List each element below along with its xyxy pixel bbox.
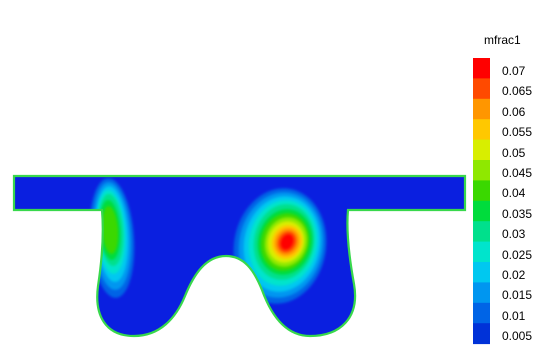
domain-outline — [12, 174, 467, 338]
contour-band — [101, 206, 119, 254]
legend-tick-label: 0.04 — [502, 186, 526, 201]
legend-swatch — [473, 323, 490, 345]
legend-title: mfrac1 — [484, 33, 521, 47]
legend-tick-label: 0.065 — [502, 84, 533, 99]
legend-tick-label: 0.05 — [502, 145, 526, 160]
legend-tick-label: 0.025 — [502, 247, 533, 262]
legend-swatch — [473, 262, 490, 283]
legend-swatch — [473, 58, 490, 79]
concentration-contours — [89, 178, 327, 304]
legend-tick-label: 0.005 — [502, 329, 533, 344]
legend-tick-label: 0.03 — [502, 227, 526, 242]
legend-swatch — [473, 282, 490, 304]
contour-band — [280, 234, 294, 250]
legend-tick-label: 0.035 — [502, 206, 533, 221]
legend-swatch — [473, 160, 490, 181]
legend-tick-label: 0.045 — [502, 166, 533, 180]
legend-swatch — [473, 302, 490, 324]
legend-swatch — [473, 119, 490, 141]
flow-domain — [12, 174, 467, 338]
legend-colorbar — [473, 58, 490, 345]
legend-swatch — [473, 139, 490, 161]
legend-swatch — [473, 241, 490, 263]
peak-concentration-region — [233, 188, 327, 304]
legend-tick-label: 0.055 — [502, 125, 533, 140]
legend-tick-label: 0.07 — [502, 64, 526, 78]
legend-swatch — [473, 78, 490, 100]
legend-tick-label: 0.06 — [502, 104, 526, 119]
legend-swatch — [473, 180, 490, 202]
legend-tick-label: 0.015 — [502, 288, 533, 303]
legend-swatch — [473, 221, 490, 243]
legend-swatch — [473, 98, 490, 120]
legend-tick-label: 0.02 — [502, 268, 526, 282]
legend-tick-label: 0.01 — [502, 308, 526, 323]
legend-swatch — [473, 200, 490, 222]
